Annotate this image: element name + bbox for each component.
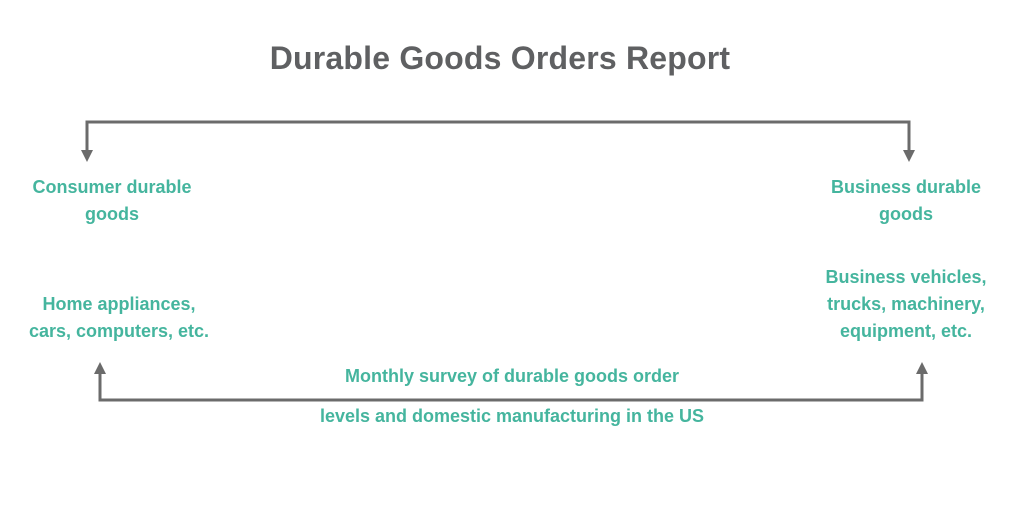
consumer-heading-line1: Consumer durable <box>32 177 192 197</box>
business-heading-line1: Business durable <box>830 177 982 197</box>
consumer-examples: Home appliances, cars, computers, etc. <box>14 291 224 345</box>
consumer-heading-line2: goods <box>85 204 139 224</box>
bottom-bracket-line <box>98 372 924 402</box>
arrow-up-left-icon <box>94 362 106 374</box>
consumer-examples-line2: cars, computers, etc. <box>28 321 210 341</box>
consumer-examples-line1: Home appliances, <box>42 294 196 314</box>
business-durable-goods-heading: Business durable goods <box>806 174 1006 228</box>
arrow-down-right-icon <box>903 150 915 162</box>
top-bracket-line <box>85 120 911 152</box>
diagram-title: Durable Goods Orders Report <box>269 40 731 76</box>
survey-caption-line2: levels and domestic manufacturing in the… <box>319 406 705 426</box>
arrow-down-left-icon <box>81 150 93 162</box>
survey-caption-line1: Monthly survey of durable goods order <box>344 366 680 386</box>
business-examples-line2: trucks, machinery, <box>827 294 985 314</box>
business-heading-line2: goods <box>879 204 933 224</box>
arrow-up-right-icon <box>916 362 928 374</box>
business-examples-line1: Business vehicles, <box>825 267 987 287</box>
business-examples-line3: equipment, etc. <box>839 321 973 341</box>
business-examples: Business vehicles, trucks, machinery, eq… <box>806 264 1006 345</box>
consumer-durable-goods-heading: Consumer durable goods <box>12 174 212 228</box>
